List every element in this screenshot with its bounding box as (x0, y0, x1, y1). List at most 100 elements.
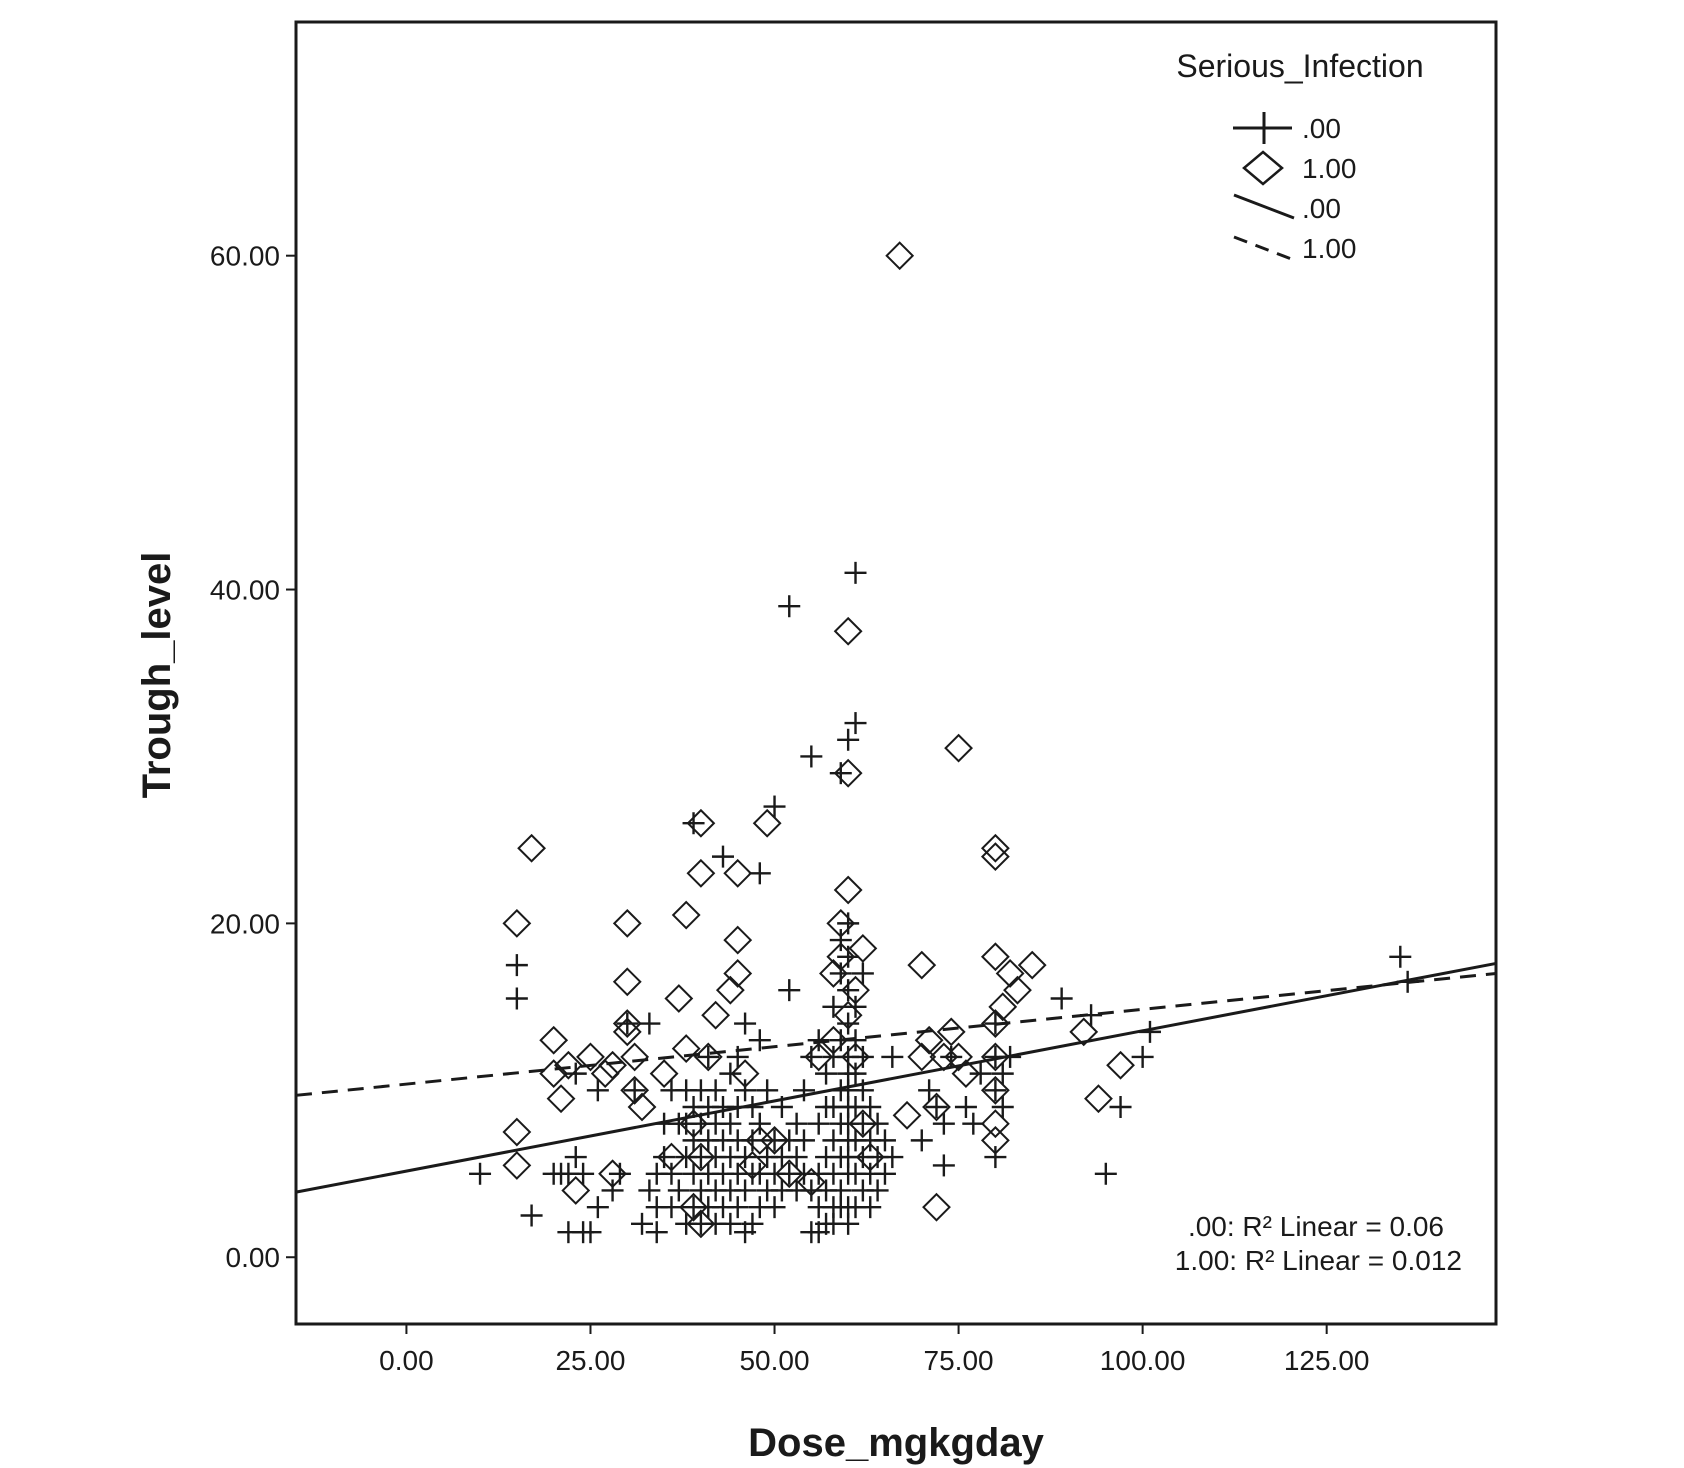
diamond-point (723, 925, 753, 955)
plus-point (638, 1012, 661, 1035)
plus-point (969, 1062, 992, 1085)
plus-point (991, 1062, 1014, 1085)
diamond-point (848, 934, 878, 963)
plus-point (851, 1079, 874, 1102)
plus-point (829, 1179, 852, 1202)
diamond-point (598, 1050, 627, 1080)
plus-point (859, 1096, 882, 1118)
plus-point (572, 1162, 595, 1185)
plus-point (645, 1221, 668, 1244)
plus-point (653, 1146, 676, 1169)
plus-point (844, 712, 867, 735)
diamond-point (988, 992, 1018, 1022)
plus-point (984, 1146, 1007, 1169)
diamond-point (804, 1042, 834, 1072)
plus-point (822, 995, 845, 1018)
plus-point (881, 1146, 904, 1169)
diamond-point (1017, 950, 1047, 980)
plus-point (859, 1196, 882, 1219)
plus-point (719, 1112, 742, 1135)
diamond-point (745, 1125, 775, 1155)
diamond-point (1003, 975, 1032, 1005)
plus-point (726, 1045, 749, 1068)
diamond-point (833, 616, 863, 646)
plus-point (616, 1012, 639, 1035)
plus-point (837, 912, 860, 935)
plus-point (851, 1045, 874, 1068)
diamond-point (936, 1017, 966, 1047)
diamond-point (671, 1034, 701, 1063)
diamond-point (671, 900, 701, 930)
diamond-point (752, 808, 782, 838)
plus-point (623, 1079, 646, 1102)
diamond-point (539, 1025, 569, 1055)
plus-point (807, 1029, 830, 1052)
plus-point (800, 1045, 823, 1068)
plus-point (1138, 1020, 1161, 1043)
diamond-point (892, 1100, 922, 1130)
diamond-point (701, 1000, 731, 1030)
plus-point (1109, 1096, 1132, 1118)
diamond-point (922, 1092, 951, 1122)
diamond-point (980, 833, 1010, 863)
plus-point (1131, 1045, 1154, 1068)
plus-point (866, 1112, 889, 1135)
x-axis-title: Dose_mgkgday (748, 1421, 1044, 1465)
plus-point (940, 1045, 963, 1068)
legend-solid-line-symbol (1233, 193, 1295, 220)
plus-point (564, 1062, 587, 1085)
plus-point (881, 1045, 904, 1068)
diamond-point (546, 1084, 576, 1114)
diamond-point (980, 1125, 1010, 1155)
plus-point (734, 1012, 757, 1035)
plus-point (800, 745, 823, 768)
plus-point (741, 1129, 764, 1152)
diamond-point (502, 1151, 532, 1180)
diamond-point (576, 1042, 605, 1072)
diamond-point (517, 833, 546, 863)
y-tick-label: 60.00 (210, 241, 280, 272)
diamond-point (980, 1075, 1010, 1105)
diamond-point (539, 1059, 569, 1089)
x-tick-label: 50.00 (739, 1345, 809, 1376)
legend-label-plus: .00 (1302, 113, 1341, 144)
plus-point (756, 1079, 779, 1102)
diamond-point (907, 950, 937, 980)
plus-point (748, 862, 771, 885)
plus-point (704, 1079, 727, 1102)
diamond-point (686, 858, 716, 888)
data-points (469, 241, 1419, 1244)
plus-point (469, 1162, 492, 1185)
plus-point (748, 1112, 771, 1135)
fit-line-dashed (295, 971, 1497, 1097)
legend-label-dashed-line: 1.00 (1302, 233, 1357, 264)
diamond-point (944, 733, 973, 763)
legend-label-solid-line: .00 (1302, 193, 1341, 224)
diamond-point (730, 1059, 760, 1089)
diamond-point (833, 758, 863, 788)
diamond-point (1106, 1050, 1135, 1080)
plus-point (815, 1062, 838, 1085)
diamond-point (620, 1042, 650, 1072)
plus-point (954, 1096, 977, 1118)
diamond-point (760, 1125, 789, 1155)
y-axis-title: Trough_level (135, 552, 179, 799)
plus-point (638, 1179, 661, 1202)
diamond-point (914, 1025, 944, 1055)
legend-title: Serious_Infection (1176, 48, 1423, 84)
diamond-point (796, 1167, 826, 1197)
diamond-point (1084, 1084, 1113, 1114)
plus-point (734, 1179, 757, 1202)
plus-point (660, 1196, 683, 1219)
plus-point (829, 962, 852, 985)
diamond-point (980, 1109, 1010, 1139)
x-tick-label: 0.00 (379, 1345, 434, 1376)
diamond-point (995, 959, 1025, 988)
diamond-point (841, 1042, 870, 1072)
diamond-point (855, 1142, 885, 1172)
r-squared-annotation-1: 1.00: R² Linear = 0.012 (1175, 1245, 1462, 1276)
plus-point (785, 1112, 808, 1135)
diamond-point (664, 984, 694, 1013)
plus-point (586, 1196, 609, 1219)
